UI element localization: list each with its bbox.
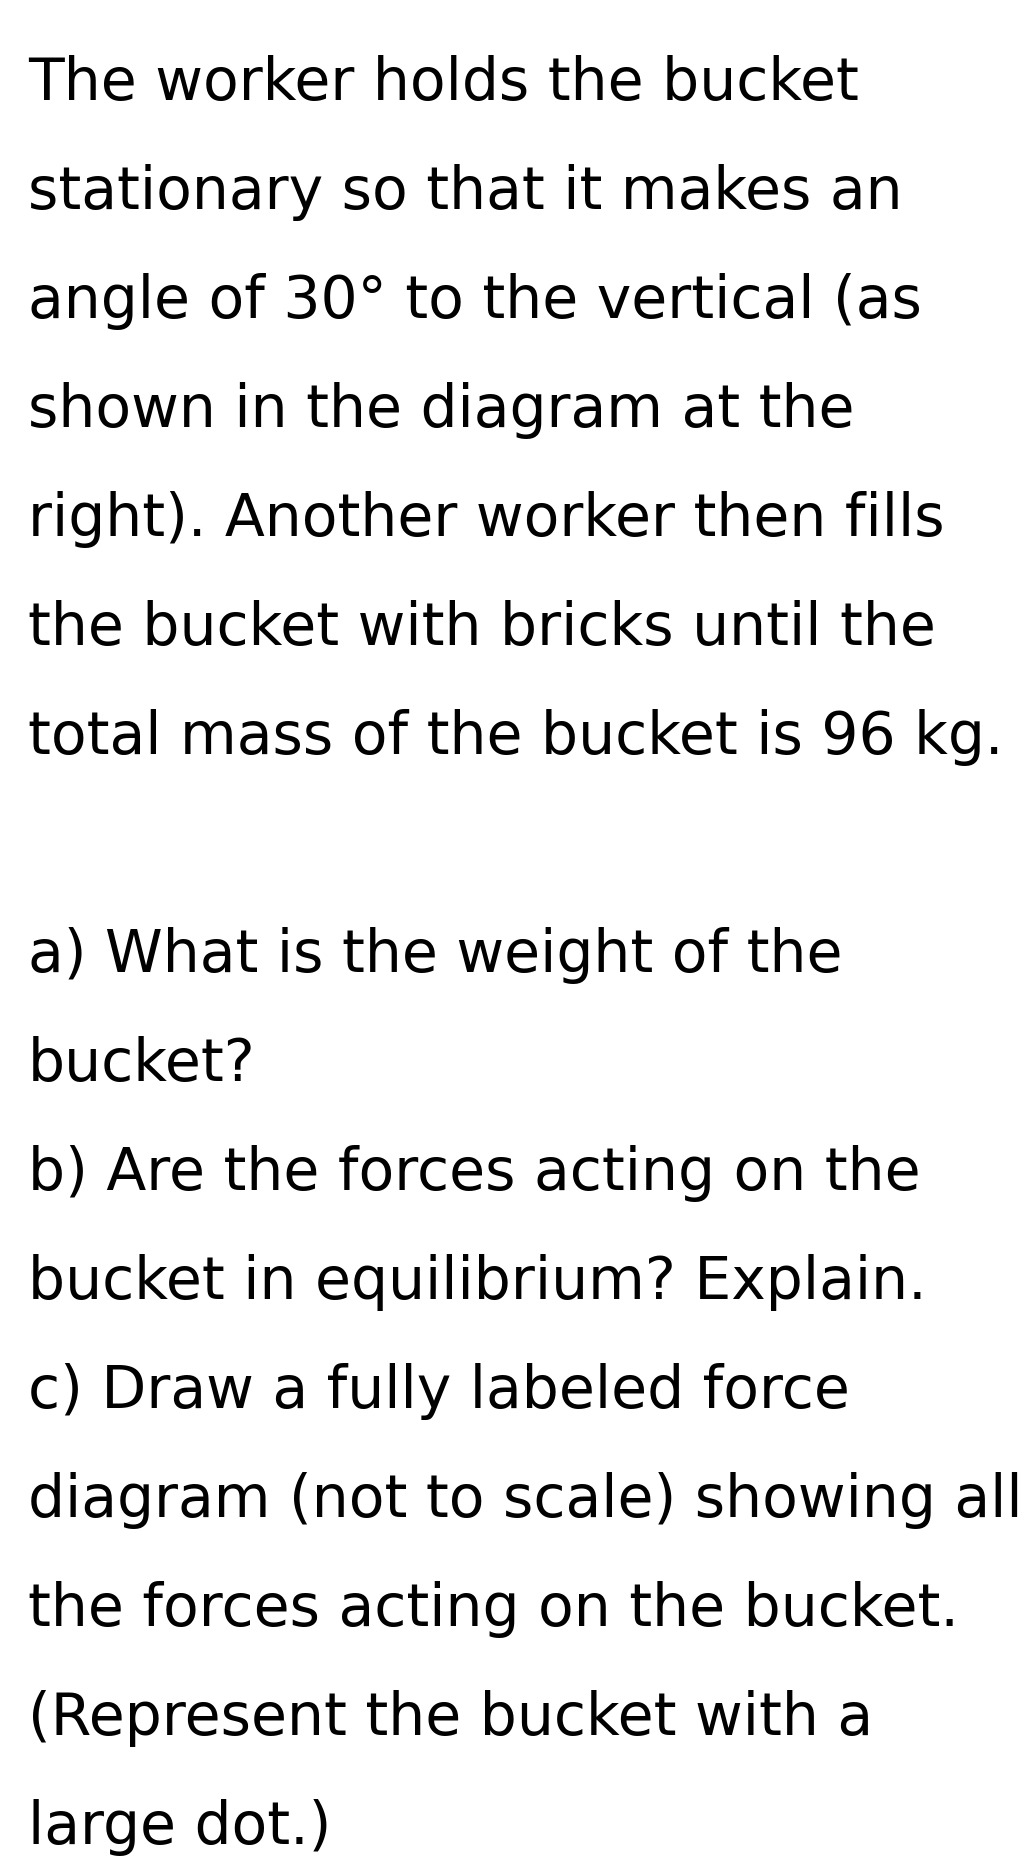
Text: total mass of the bucket is 96 kg.: total mass of the bucket is 96 kg. xyxy=(28,710,1003,766)
Text: a) What is the weight of the: a) What is the weight of the xyxy=(28,928,842,984)
Text: right). Another worker then fills: right). Another worker then fills xyxy=(28,492,944,548)
Text: The worker holds the bucket: The worker holds the bucket xyxy=(28,56,859,112)
Text: stationary so that it makes an: stationary so that it makes an xyxy=(28,164,903,222)
Text: bucket?: bucket? xyxy=(28,1036,256,1094)
Text: c) Draw a fully labeled force: c) Draw a fully labeled force xyxy=(28,1364,850,1420)
Text: the bucket with bricks until the: the bucket with bricks until the xyxy=(28,600,936,658)
Text: angle of 30° to the vertical (as: angle of 30° to the vertical (as xyxy=(28,274,922,330)
Text: (Represent the bucket with a: (Represent the bucket with a xyxy=(28,1690,873,1747)
Text: shown in the diagram at the: shown in the diagram at the xyxy=(28,382,854,440)
Text: b) Are the forces acting on the: b) Are the forces acting on the xyxy=(28,1146,921,1202)
Text: large dot.): large dot.) xyxy=(28,1800,331,1856)
Text: diagram (not to scale) showing all: diagram (not to scale) showing all xyxy=(28,1472,1023,1530)
Text: bucket in equilibrium? Explain.: bucket in equilibrium? Explain. xyxy=(28,1254,927,1312)
Text: the forces acting on the bucket.: the forces acting on the bucket. xyxy=(28,1582,959,1638)
